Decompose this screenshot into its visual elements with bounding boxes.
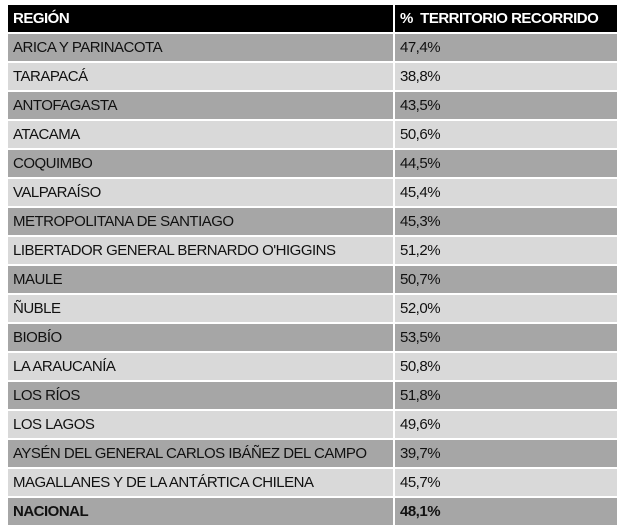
percent-cell: 48,1% [393,496,619,527]
percent-cell: 43,5% [393,90,619,121]
header-percent: % TERRITORIO RECORRIDO [393,3,619,34]
region-cell: NACIONAL [6,496,395,527]
table-row: MAULE 50,7% [6,264,619,295]
region-cell: ARICA Y PARINACOTA [6,32,395,63]
region-cell: COQUIMBO [6,148,395,179]
percent-cell: 45,4% [393,177,619,208]
region-cell: VALPARAÍSO [6,177,395,208]
region-cell: LA ARAUCANÍA [6,351,395,382]
region-cell: AYSÉN DEL GENERAL CARLOS IBÁÑEZ DEL CAMP… [6,438,395,469]
percent-cell: 50,6% [393,119,619,150]
percent-cell: 49,6% [393,409,619,440]
header-row: REGIÓN % TERRITORIO RECORRIDO [6,3,619,34]
table-row: ANTOFAGASTA 43,5% [6,90,619,121]
percent-cell: 53,5% [393,322,619,353]
region-cell: LIBERTADOR GENERAL BERNARDO O'HIGGINS [6,235,395,266]
percent-cell: 50,7% [393,264,619,295]
percent-cell: 50,8% [393,351,619,382]
table-row: BIOBÍO 53,5% [6,322,619,353]
region-cell: ANTOFAGASTA [6,90,395,121]
region-cell: LOS LAGOS [6,409,395,440]
total-row: NACIONAL 48,1% [6,496,619,527]
percent-cell: 45,7% [393,467,619,498]
percent-cell: 51,8% [393,380,619,411]
table-row: TARAPACÁ 38,8% [6,61,619,92]
percent-cell: 51,2% [393,235,619,266]
table-row: ÑUBLE 52,0% [6,293,619,324]
region-cell: BIOBÍO [6,322,395,353]
percent-cell: 47,4% [393,32,619,63]
region-cell: ATACAMA [6,119,395,150]
region-cell: MAULE [6,264,395,295]
region-cell: LOS RÍOS [6,380,395,411]
percent-cell: 38,8% [393,61,619,92]
percent-cell: 44,5% [393,148,619,179]
table-row: METROPOLITANA DE SANTIAGO 45,3% [6,206,619,237]
region-cell: ÑUBLE [6,293,395,324]
table-row: AYSÉN DEL GENERAL CARLOS IBÁÑEZ DEL CAMP… [6,438,619,469]
table-row: COQUIMBO 44,5% [6,148,619,179]
table-row: LOS RÍOS 51,8% [6,380,619,411]
table-row: MAGALLANES Y DE LA ANTÁRTICA CHILENA 45,7… [6,467,619,498]
region-cell: MAGALLANES Y DE LA ANTÁRTICA CHILENA [6,467,395,498]
header-region: REGIÓN [6,3,395,34]
percent-cell: 52,0% [393,293,619,324]
table-row: LIBERTADOR GENERAL BERNARDO O'HIGGINS 51,… [6,235,619,266]
territory-table: REGIÓN % TERRITORIO RECORRIDO ARICA Y PA… [6,3,619,527]
table-row: VALPARAÍSO 45,4% [6,177,619,208]
percent-cell: 39,7% [393,438,619,469]
table-row: ARICA Y PARINACOTA 47,4% [6,32,619,63]
region-cell: TARAPACÁ [6,61,395,92]
table-row: LOS LAGOS 49,6% [6,409,619,440]
table-row: LA ARAUCANÍA 50,8% [6,351,619,382]
region-cell: METROPOLITANA DE SANTIAGO [6,206,395,237]
percent-cell: 45,3% [393,206,619,237]
table-row: ATACAMA 50,6% [6,119,619,150]
